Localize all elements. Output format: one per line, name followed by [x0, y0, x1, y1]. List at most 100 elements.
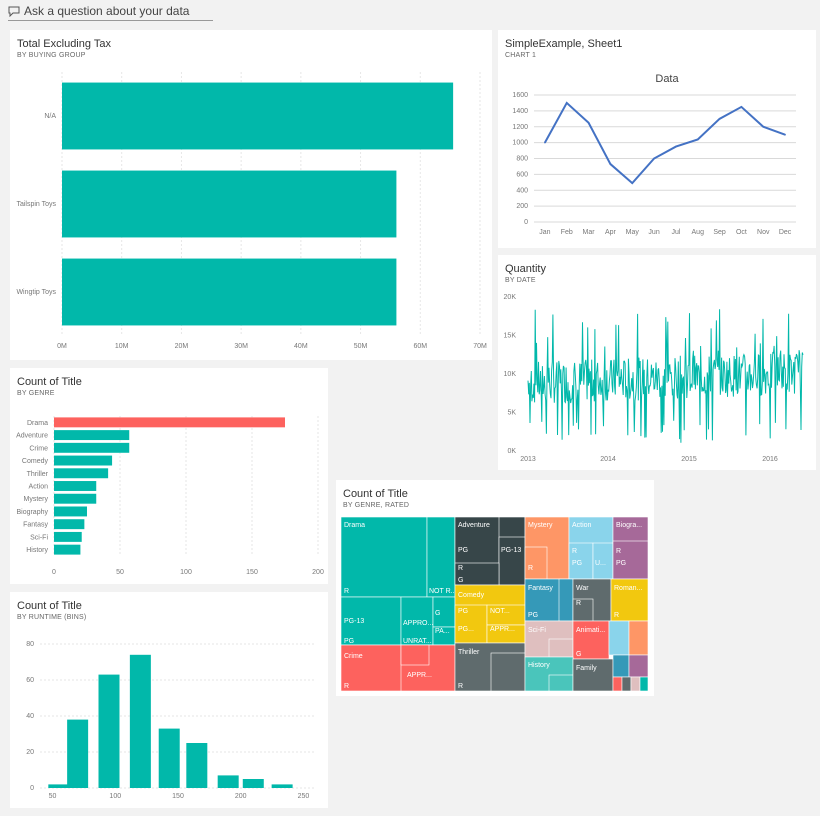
series-line	[544, 101, 786, 185]
tile-count-by-runtime[interactable]: Count of Title BY RUNTIME (BINS) 0 20 40 60…	[10, 592, 328, 808]
x-tick-label: May	[626, 229, 640, 236]
tile-title: Total Excluding Tax	[17, 38, 111, 50]
treemap-sub-label: G	[458, 577, 463, 584]
bar	[62, 170, 397, 238]
y-tick-label: 1000	[512, 140, 528, 147]
treemap-cell	[572, 658, 614, 692]
y-tick-label: 200	[516, 203, 528, 210]
x-tick-label: 10M	[115, 343, 129, 350]
category-label: N/A	[44, 113, 56, 120]
tile-count-by-genre[interactable]: Count of Title BY GENRE 0 50 100 150 200 Dram…	[10, 368, 328, 584]
x-tick-label: Jan	[539, 229, 550, 236]
treemap-sub-label: PG	[616, 560, 626, 567]
data-point	[675, 145, 677, 148]
category-label: Comedy	[22, 458, 49, 465]
treemap-group-label: Action	[572, 522, 592, 529]
tile-title: Count of Title	[17, 376, 82, 388]
treemap-group-label: Thriller	[458, 649, 480, 656]
bar	[186, 743, 208, 788]
treemap-group-label: Comedy	[458, 592, 485, 599]
x-tick-label: 30M	[234, 343, 248, 350]
treemap-cell	[548, 638, 574, 658]
category-label: History	[26, 547, 48, 554]
series-line	[527, 309, 804, 443]
line-chart-quantity: 0K 5K 10K 15K 20K 2013 2014 2015 2016	[504, 294, 804, 463]
bar	[62, 82, 454, 150]
x-tick-label: 100	[109, 793, 121, 800]
bar	[48, 784, 70, 788]
treemap-sub-label: PA...	[435, 628, 450, 635]
x-tick-label: 50	[116, 569, 124, 576]
x-tick-label: Jun	[648, 229, 659, 236]
bar	[98, 674, 120, 788]
treemap-group-label: Adventure	[458, 522, 490, 529]
column-chart-runtime: 0 20 40 60 80 50 100 150 200 250	[26, 641, 316, 800]
bar	[54, 442, 130, 453]
x-tick-label: 150	[246, 569, 258, 576]
bar	[271, 784, 293, 788]
tile-title: Count of Title	[17, 600, 82, 612]
treemap-sub-label: R	[576, 600, 581, 607]
qa-search-bar[interactable]: Ask a question about your data	[8, 2, 213, 21]
x-tick-label: 200	[235, 793, 247, 800]
bar	[54, 544, 81, 555]
treemap-cell	[628, 654, 649, 678]
treemap-sub-label: R	[458, 565, 463, 572]
treemap-sub-label: PG-13	[344, 618, 364, 625]
x-tick-label: 2016	[762, 456, 778, 463]
category-label: Adventure	[16, 433, 48, 440]
category-label: Wingtip Toys	[16, 289, 56, 296]
y-tick-label: 800	[516, 156, 528, 163]
data-point	[609, 163, 612, 165]
y-tick-label: 0	[30, 785, 34, 792]
category-label: Action	[29, 484, 49, 491]
y-tick-label: 20	[26, 749, 34, 756]
treemap-sub-label: PG...	[458, 626, 474, 633]
data-point	[653, 157, 655, 160]
tile-title: Count of Title	[343, 488, 408, 500]
treemap-sub-label: APPRO...	[403, 620, 433, 627]
bar	[158, 728, 180, 788]
tile-quantity[interactable]: Quantity BY DATE 0K 5K 10K 15K 20K 2013 2014 20…	[498, 255, 816, 470]
treemap-cell	[612, 654, 630, 678]
x-tick-label: Jul	[671, 229, 680, 236]
y-tick-label: 0K	[507, 448, 516, 455]
treemap-cell	[524, 546, 548, 580]
treemap-cell	[628, 620, 649, 656]
bar	[54, 468, 109, 479]
tile-simple-example[interactable]: SimpleExample, Sheet1 CHART 1 Data 0 200 40…	[498, 30, 816, 248]
x-tick-label: 2015	[681, 456, 697, 463]
treemap-cell	[612, 540, 649, 580]
y-tick-label: 40	[26, 713, 34, 720]
treemap-sub-label: G	[576, 651, 581, 658]
tile-treemap-genre-rated[interactable]: Count of Title BY GENRE, RATED Drama R NOT…	[336, 480, 654, 696]
category-label: Crime	[29, 445, 48, 452]
x-tick-label: 150	[172, 793, 184, 800]
data-point	[565, 102, 568, 104]
qa-placeholder[interactable]: Ask a question about your data	[24, 4, 190, 18]
chat-icon	[8, 6, 20, 17]
treemap-sub-label: R	[616, 548, 621, 555]
treemap-cell	[568, 542, 594, 580]
treemap-sub-label: PG	[458, 547, 468, 554]
y-tick-label: 5K	[507, 410, 516, 417]
bar	[54, 506, 87, 517]
y-tick-label: 20K	[504, 294, 517, 301]
y-tick-label: 0	[524, 219, 528, 226]
x-tick-label: Nov	[757, 229, 770, 236]
treemap-cell	[400, 596, 434, 646]
bar-chart-tax: 0M 10M 20M 30M 40M 50M 60M 70M N/A Tailspin Toys W…	[16, 72, 487, 350]
x-tick-label: Oct	[736, 229, 747, 236]
x-tick-label: 70M	[473, 343, 487, 350]
tile-subtitle: BY GENRE	[17, 390, 55, 397]
treemap-cell	[340, 516, 428, 598]
y-tick-label: 60	[26, 677, 34, 684]
treemap-sub-label: APPR...	[490, 626, 515, 633]
tile-total-excluding-tax[interactable]: Total Excluding Tax BY BUYING GROUP 0M 10…	[10, 30, 492, 360]
treemap-sub-label: U...	[595, 560, 606, 567]
bar	[129, 654, 151, 788]
treemap-sub-label: R	[344, 588, 349, 595]
treemap-sub-label: APPR...	[407, 672, 432, 679]
category-label: Thriller	[27, 471, 49, 478]
